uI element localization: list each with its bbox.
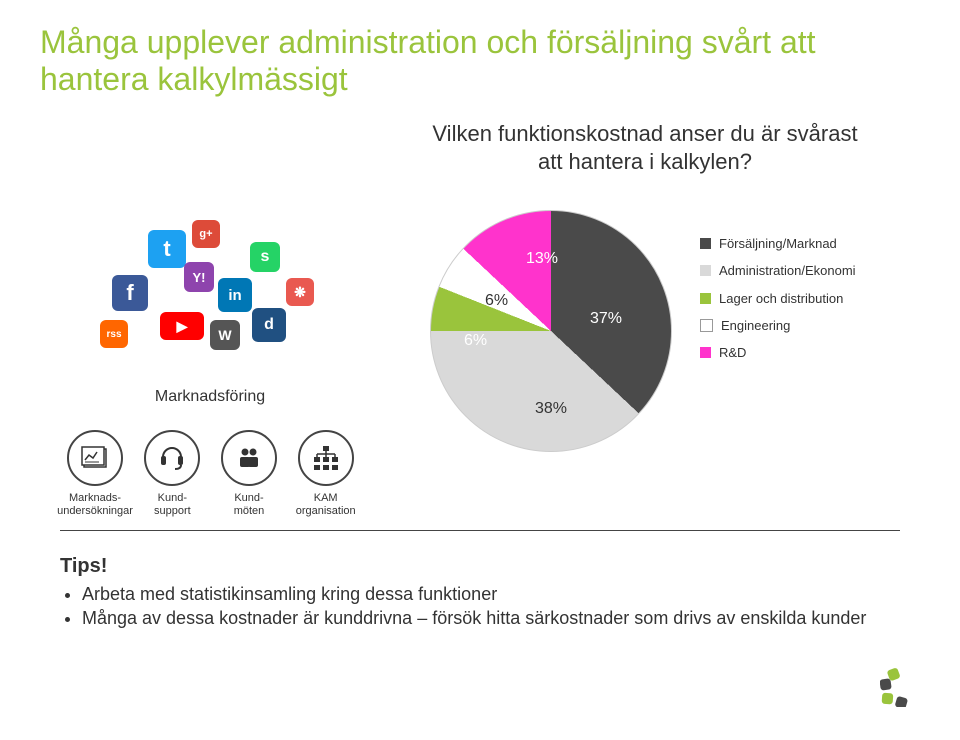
function-label: KAMorganisation — [296, 492, 356, 518]
legend-swatch — [700, 265, 711, 276]
kund-support-icon — [144, 430, 200, 486]
social-icon: s — [250, 242, 280, 272]
social-icon: ❋ — [286, 278, 314, 306]
pie-slice-label: 38% — [535, 400, 567, 418]
marketing-label: Marknadsföring — [60, 388, 360, 406]
legend-swatch — [700, 347, 711, 358]
function-kund-support: Kund-support — [138, 430, 207, 518]
legend-item: Engineering — [700, 312, 856, 339]
function-label: Kund-möten — [234, 492, 265, 518]
legend-item: Lager och distribution — [700, 285, 856, 312]
left-column: ft ▶ Y! rss in s Wd g+ ❋ Marknadsföring Marknads… — [60, 220, 360, 518]
kund-moten-icon — [221, 430, 277, 486]
legend-item: Administration/Ekonomi — [700, 257, 856, 284]
legend-label: Försäljning/Marknad — [719, 230, 837, 257]
legend-label: Engineering — [721, 312, 790, 339]
function-kam-organisation: KAMorganisation — [291, 430, 360, 518]
tip-item: Arbeta med statistikinsamling kring dess… — [82, 582, 900, 606]
legend-label: R&D — [719, 339, 746, 366]
pie-slice-label: 13% — [526, 250, 558, 268]
social-icon: f — [112, 275, 148, 311]
social-icon: Y! — [184, 262, 214, 292]
function-marknads-undersokningar: Marknads-undersökningar — [60, 430, 130, 518]
social-icon: W — [210, 320, 240, 350]
pie-chart: 37% 38% 6% 6% 13% — [430, 210, 670, 450]
social-icon: t — [148, 230, 186, 268]
pie-slice-label: 6% — [464, 332, 487, 350]
legend-item: Försäljning/Marknad — [700, 230, 856, 257]
company-logo — [880, 667, 920, 712]
pie-slice-label: 6% — [485, 292, 508, 310]
tips-section: Tips! Arbeta med statistikinsamling krin… — [60, 555, 900, 631]
legend-swatch — [700, 238, 711, 249]
chart-question: Vilken funktionskostnad anser du är svår… — [430, 120, 860, 175]
pie-slice-label: 37% — [590, 310, 622, 328]
slide: Många upplever administration och försäl… — [0, 0, 960, 740]
function-label: Kund-support — [154, 492, 191, 518]
social-icon: g+ — [192, 220, 220, 248]
function-label: Marknads-undersökningar — [57, 492, 133, 518]
legend-swatch — [700, 319, 713, 332]
social-icon: rss — [100, 320, 128, 348]
pie-legend: Försäljning/MarknadAdministration/Ekonom… — [700, 230, 856, 366]
tip-item: Många av dessa kostnader är kunddrivna –… — [82, 606, 900, 630]
section-divider — [60, 530, 900, 531]
page-title: Många upplever administration och försäl… — [40, 24, 920, 98]
legend-label: Lager och distribution — [719, 285, 843, 312]
social-icon: d — [252, 308, 286, 342]
marknads-undersokningar-icon — [67, 430, 123, 486]
legend-item: R&D — [700, 339, 856, 366]
function-kund-moten: Kund-möten — [215, 430, 284, 518]
legend-label: Administration/Ekonomi — [719, 257, 856, 284]
social-icon: in — [218, 278, 252, 312]
social-icon: ▶ — [160, 312, 204, 340]
legend-swatch — [700, 293, 711, 304]
tips-heading: Tips! — [60, 555, 900, 578]
kam-organisation-icon — [298, 430, 354, 486]
tips-list: Arbeta med statistikinsamling kring dess… — [60, 582, 900, 631]
function-icon-row: Marknads-undersökningar Kund-support Kund-… — [60, 430, 360, 518]
social-media-cloud: ft ▶ Y! rss in s Wd g+ ❋ — [100, 220, 320, 360]
